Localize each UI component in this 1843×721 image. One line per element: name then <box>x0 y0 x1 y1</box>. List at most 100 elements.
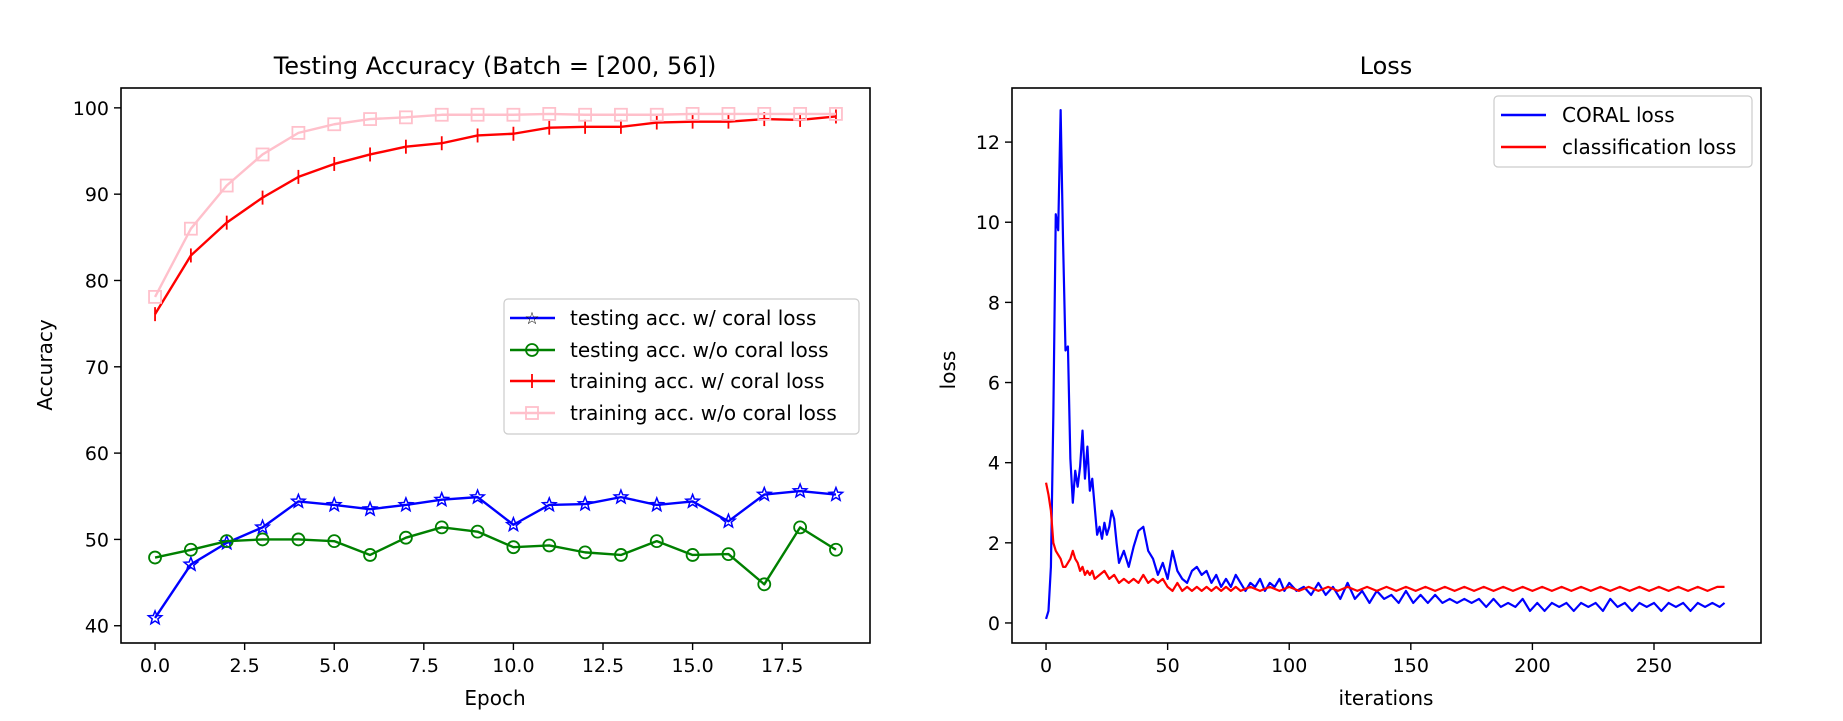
accuracy-series-3 <box>154 109 837 322</box>
accuracy-series-2-point <box>542 538 557 553</box>
x-tick-label: 12.5 <box>582 655 624 677</box>
legend-label: training acc. w/ coral loss <box>570 369 825 393</box>
legend-label: CORAL loss <box>1562 103 1675 127</box>
accuracy-series-1-point <box>576 494 594 512</box>
accuracy-series-2-point <box>327 534 342 549</box>
legend-label: testing acc. w/ coral loss <box>570 306 816 330</box>
accuracy-series-1-point <box>146 608 164 626</box>
y-tick-label: 60 <box>85 443 109 465</box>
accuracy-series-2-point <box>829 542 843 557</box>
accuracy-series-2-point <box>291 532 306 547</box>
accuracy-legend-box <box>503 298 860 435</box>
accuracy-series-4-point <box>757 106 772 121</box>
accuracy-series-2-point <box>757 577 772 592</box>
accuracy-series-2-point <box>506 540 521 555</box>
accuracy-series-4-point <box>614 107 628 122</box>
y-tick-label: 100 <box>73 98 109 120</box>
accuracy-series-2-point <box>649 534 664 549</box>
legend-entry-testing-wo-coral: testing acc. w/o coral loss <box>510 338 829 362</box>
accuracy-series-1 <box>146 482 845 626</box>
accuracy-series-2-point <box>614 548 628 562</box>
x-tick-label: 10.0 <box>492 655 534 677</box>
y-tick-label: 70 <box>85 357 109 379</box>
x-tick-label: 5.0 <box>319 655 349 677</box>
accuracy-series-4-point <box>649 107 664 122</box>
x-tick-label: 250 <box>1636 655 1672 677</box>
accuracy-series-1-point <box>182 555 200 572</box>
legend-entry-training-w-coral: training acc. w/ coral loss <box>510 369 825 393</box>
loss-x-label: iterations <box>1339 686 1434 710</box>
accuracy-series-2-point <box>434 520 449 535</box>
accuracy-series-2-point <box>363 548 377 562</box>
accuracy-series-2-point <box>183 542 198 557</box>
accuracy-series-4-point <box>721 106 736 121</box>
accuracy-series-4-point <box>793 106 808 121</box>
x-tick-label: 17.5 <box>761 655 803 677</box>
x-tick-label: 7.5 <box>409 655 439 677</box>
accuracy-series-1-point <box>719 512 738 529</box>
y-tick-label: 4 <box>988 453 1000 475</box>
accuracy-series-3-line <box>154 115 837 315</box>
accuracy-series-1-point <box>791 482 809 499</box>
y-tick-label: 2 <box>988 533 1000 555</box>
x-tick-label: 100 <box>1271 655 1307 677</box>
y-tick-label: 0 <box>988 613 1000 635</box>
accuracy-series-2-point <box>399 530 413 545</box>
accuracy-series-1-point <box>612 488 630 505</box>
loss-chart: Loss 0 50 100 150 200 250 0 2 4 6 8 10 12 iteration… <box>936 52 1762 710</box>
y-tick-label: 50 <box>85 529 109 551</box>
y-tick-label: 90 <box>85 184 109 206</box>
accuracy-series-2-point <box>148 550 162 565</box>
accuracy-series-2-point <box>685 548 700 562</box>
accuracy-series-1-point <box>433 490 451 508</box>
loss-legend: CORAL loss classification loss <box>1493 95 1753 168</box>
legend-entry-testing-w-coral: ☆ testing acc. w/ coral loss <box>510 306 816 330</box>
accuracy-series-4-point <box>183 221 198 236</box>
accuracy-series-4-point <box>470 107 485 122</box>
loss-series-2-line <box>1044 482 1725 593</box>
accuracy-series-1-point <box>325 495 343 513</box>
y-tick-label: 12 <box>976 132 1000 154</box>
accuracy-x-label: Epoch <box>464 686 525 710</box>
x-tick-label: 15.0 <box>671 655 713 677</box>
accuracy-series-4-point <box>148 289 162 304</box>
accuracy-series-2-point <box>721 547 736 561</box>
loss-y-label: loss <box>936 351 960 390</box>
accuracy-series-4-point <box>363 112 377 126</box>
legend-label: training acc. w/o coral loss <box>570 401 837 425</box>
accuracy-y-ticks: 40 50 60 70 80 90 100 <box>73 98 121 638</box>
accuracy-series-2-point <box>219 534 234 549</box>
accuracy-series-2 <box>148 520 843 592</box>
accuracy-series-1-point <box>361 500 379 517</box>
accuracy-x-ticks: 0.0 2.5 5.0 7.5 10.0 12.5 15.0 17.5 <box>140 643 803 677</box>
legend-marker-circle <box>525 343 539 357</box>
accuracy-y-label: Accuracy <box>33 319 57 410</box>
loss-y-ticks: 0 2 4 6 8 10 12 <box>976 132 1012 635</box>
accuracy-series-4-point <box>542 106 557 121</box>
accuracy-series-1-point <box>253 518 272 535</box>
loss-legend-box <box>1493 95 1753 168</box>
legend-entry-coral-loss: CORAL loss <box>1501 103 1675 127</box>
loss-x-ticks: 0 50 100 150 200 250 <box>1040 643 1672 677</box>
y-tick-label: 40 <box>85 616 109 638</box>
x-tick-label: 200 <box>1514 655 1550 677</box>
legend-marker-star: ☆ <box>524 309 539 329</box>
accuracy-series-4-point <box>578 107 592 122</box>
loss-chart-title: Loss <box>1360 52 1413 80</box>
accuracy-series-2-point <box>470 524 485 539</box>
accuracy-series-1-point <box>397 495 415 513</box>
legend-entry-classification-loss: classification loss <box>1501 135 1736 159</box>
accuracy-chart: Testing Accuracy (Batch = [200, 56]) 0.0… <box>33 52 871 710</box>
accuracy-series-2-point <box>793 520 808 535</box>
x-tick-label: 150 <box>1393 655 1429 677</box>
accuracy-series-1-point <box>289 492 308 509</box>
accuracy-series-1-point <box>827 485 845 502</box>
loss-series-1-line <box>1044 108 1726 620</box>
accuracy-series-4-line <box>153 112 836 298</box>
accuracy-series-1-point <box>540 495 558 513</box>
accuracy-series-1-point <box>648 495 666 513</box>
accuracy-series-4-point <box>434 107 449 122</box>
y-tick-label: 80 <box>85 270 109 292</box>
y-tick-label: 10 <box>976 212 1000 234</box>
